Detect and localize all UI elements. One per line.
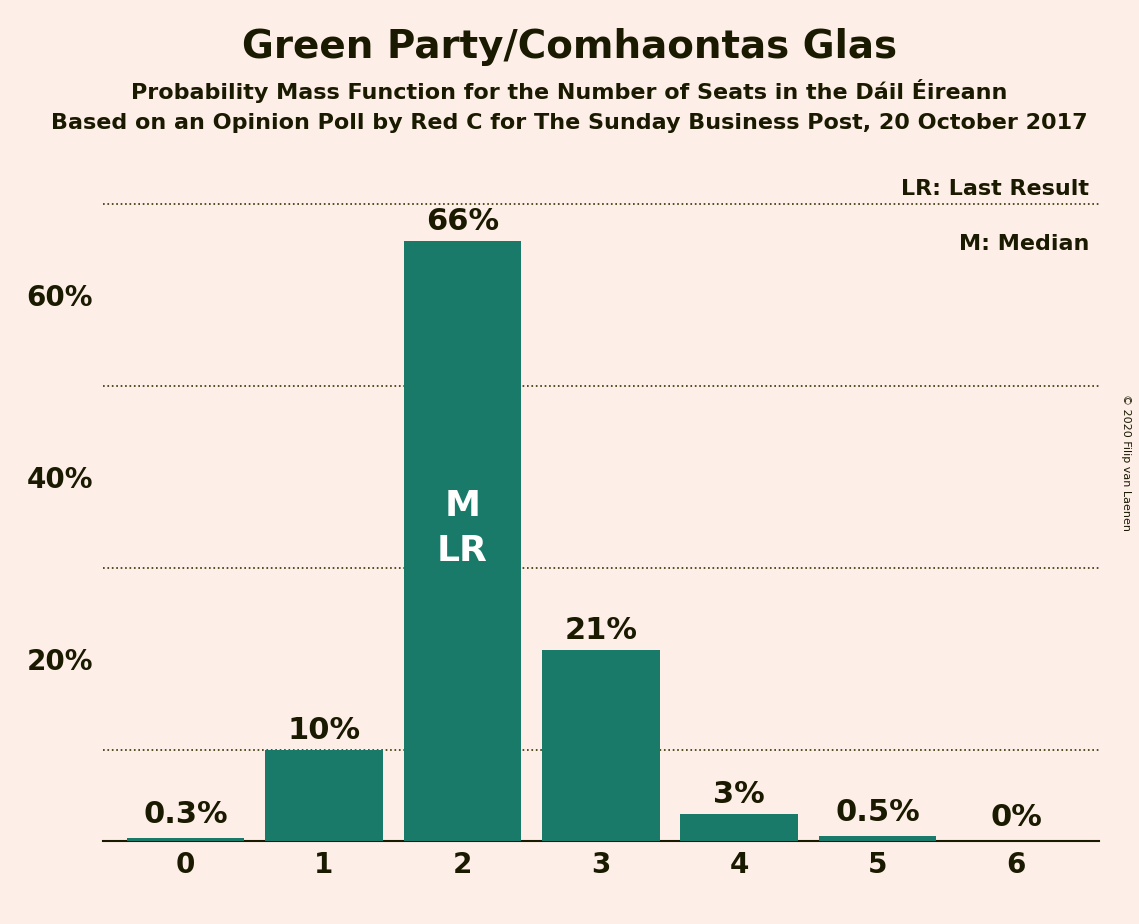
Text: LR: Last Result: LR: Last Result xyxy=(901,179,1089,200)
Text: 0.3%: 0.3% xyxy=(144,800,228,829)
Bar xyxy=(403,241,522,841)
Text: 0%: 0% xyxy=(990,803,1042,832)
Bar xyxy=(126,838,245,841)
Bar xyxy=(819,836,936,841)
Text: Based on an Opinion Poll by Red C for The Sunday Business Post, 20 October 2017: Based on an Opinion Poll by Red C for Th… xyxy=(51,113,1088,133)
Text: Green Party/Comhaontas Glas: Green Party/Comhaontas Glas xyxy=(241,28,898,66)
Text: Probability Mass Function for the Number of Seats in the Dáil Éireann: Probability Mass Function for the Number… xyxy=(131,79,1008,103)
Text: 66%: 66% xyxy=(426,207,499,237)
Text: M: Median: M: Median xyxy=(959,234,1089,254)
Text: 10%: 10% xyxy=(287,716,361,746)
Text: © 2020 Filip van Laenen: © 2020 Filip van Laenen xyxy=(1121,394,1131,530)
Bar xyxy=(265,750,383,841)
Text: M
LR: M LR xyxy=(437,490,487,568)
Text: 3%: 3% xyxy=(713,780,765,809)
Text: 21%: 21% xyxy=(564,616,638,645)
Text: 0.5%: 0.5% xyxy=(835,798,920,827)
Bar xyxy=(680,813,798,841)
Bar xyxy=(542,650,659,841)
